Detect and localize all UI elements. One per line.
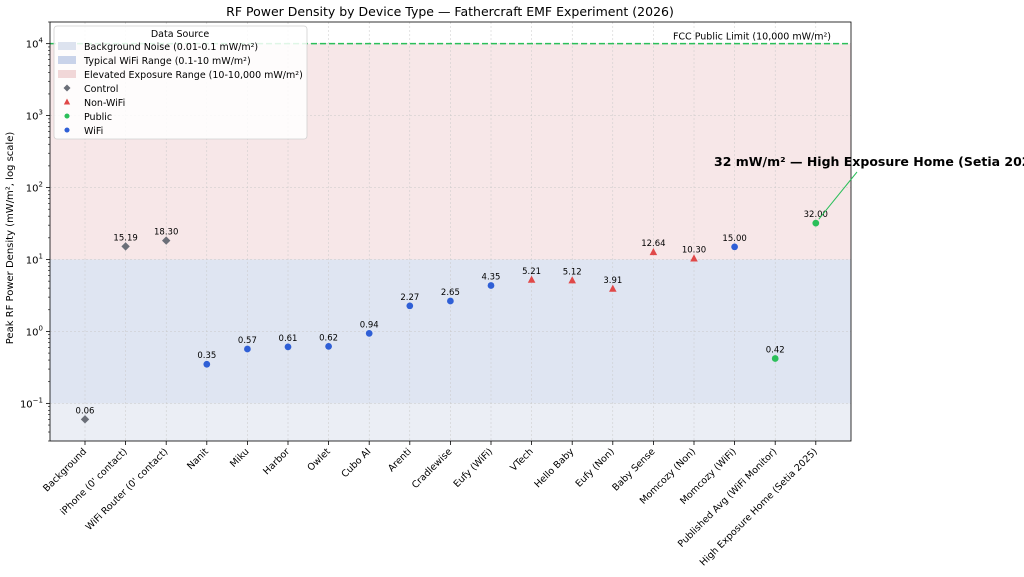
data-point (487, 282, 495, 289)
y-tick-label: 103 (26, 109, 43, 123)
data-label: 18.30 (154, 228, 178, 238)
legend: Background Noise (0.01-0.1 mW/m²) Typical… (53, 25, 308, 140)
data-point (690, 254, 698, 262)
data-point (244, 345, 251, 353)
x-tick-label: WiFi Router (0' contact) (84, 446, 171, 533)
data-point (812, 219, 820, 227)
legend-title: Data Source (151, 29, 209, 40)
data-label: 0.06 (76, 406, 95, 416)
data-point (325, 343, 332, 350)
data-label: 2.27 (400, 293, 419, 303)
data-label: 5.12 (563, 267, 582, 277)
data-point (609, 284, 617, 292)
data-label: 5.21 (522, 267, 541, 277)
x-tick-label: iPhone (0' contact) (58, 446, 129, 517)
legend-marker (63, 98, 71, 105)
x-tick-label: Owlet (306, 446, 333, 473)
legend-label: Public (84, 112, 112, 123)
data-point (203, 360, 211, 368)
data-label: 2.65 (441, 288, 460, 298)
grid-lines (50, 22, 851, 441)
annotation (818, 171, 858, 220)
x-tick-label: Eufy (Non) (574, 446, 617, 489)
data-label: 0.42 (766, 346, 785, 356)
data-label: 10.30 (682, 246, 706, 256)
data-point (162, 236, 171, 245)
data-point (731, 243, 738, 251)
y-tick-label: 100 (26, 324, 43, 338)
data-point (568, 276, 576, 284)
x-tick-label: Miku (228, 446, 251, 469)
data-points (80, 219, 820, 424)
x-tick-label: Arenti (386, 446, 414, 474)
y-tick-label: 102 (26, 181, 43, 195)
data-label: 15.00 (722, 234, 746, 244)
data-point (365, 330, 373, 337)
y-tick-label: 10−1 (20, 396, 43, 410)
data-label: 15.19 (113, 233, 137, 243)
legend-label: Elevated Exposure Range (10-10,000 mW/m²… (84, 70, 303, 81)
legend-swatch (58, 42, 76, 50)
data-label: 0.35 (197, 351, 216, 361)
data-point (527, 275, 536, 283)
legend-label: WiFi (84, 126, 103, 137)
legend-swatch (58, 70, 76, 78)
annotation-text: 32 mW/m² — High Exposure Home (Setia 202… (714, 154, 1024, 169)
y-tick-label: 104 (26, 37, 44, 51)
data-point (406, 302, 414, 310)
y-tick-labels: 10−1 100 101 102 103 104 (20, 21, 50, 442)
chart-title: RF Power Density by Device Type — Father… (226, 4, 674, 19)
legend-marker (63, 84, 71, 92)
data-label: 0.62 (319, 333, 338, 343)
x-tick-label: Eufy (WiFi) (452, 446, 495, 489)
data-point (447, 297, 454, 305)
data-label: 32.00 (804, 210, 828, 220)
x-tick-label: VTech (508, 446, 535, 473)
x-tick-label: Nanit (185, 446, 211, 472)
legend-marker (64, 113, 70, 119)
legend-label: Control (84, 84, 118, 95)
legend-label: Non-WiFi (84, 98, 125, 109)
data-point (284, 343, 292, 351)
legend-label: Typical WiFi Range (0.1-10 mW/m²) (83, 56, 251, 67)
data-point (121, 242, 130, 251)
annotation-arrow (818, 171, 858, 220)
data-point (649, 247, 658, 256)
legend-swatch (58, 56, 76, 64)
x-tick-label: Harbor (261, 446, 292, 477)
fcc-limit-label: FCC Public Limit (10,000 mW/m²) (673, 32, 831, 43)
x-tick-label: Cubo AI (340, 446, 374, 480)
data-label: 3.91 (603, 276, 622, 286)
data-label: 0.94 (360, 320, 379, 330)
legend-label: Background Noise (0.01-0.1 mW/m²) (84, 42, 258, 53)
y-axis-label: Peak RF Power Density (mW/m², log scale) (5, 132, 16, 345)
legend-marker (64, 127, 70, 133)
value-labels: 0.06 15.19 18.30 0.35 0.57 0.61 0.62 0.94 2.27 2.… (76, 210, 828, 416)
x-tick-label: Cradlewise (410, 446, 455, 491)
data-label: 4.35 (482, 273, 501, 283)
x-tick-label: Hello Baby (532, 446, 576, 490)
y-tick-label: 101 (26, 252, 43, 266)
data-point (771, 355, 779, 362)
data-label: 0.57 (238, 336, 257, 346)
data-label: 12.64 (641, 239, 665, 249)
data-label: 0.61 (279, 334, 298, 344)
legend-box (53, 25, 308, 140)
data-point (80, 415, 90, 424)
